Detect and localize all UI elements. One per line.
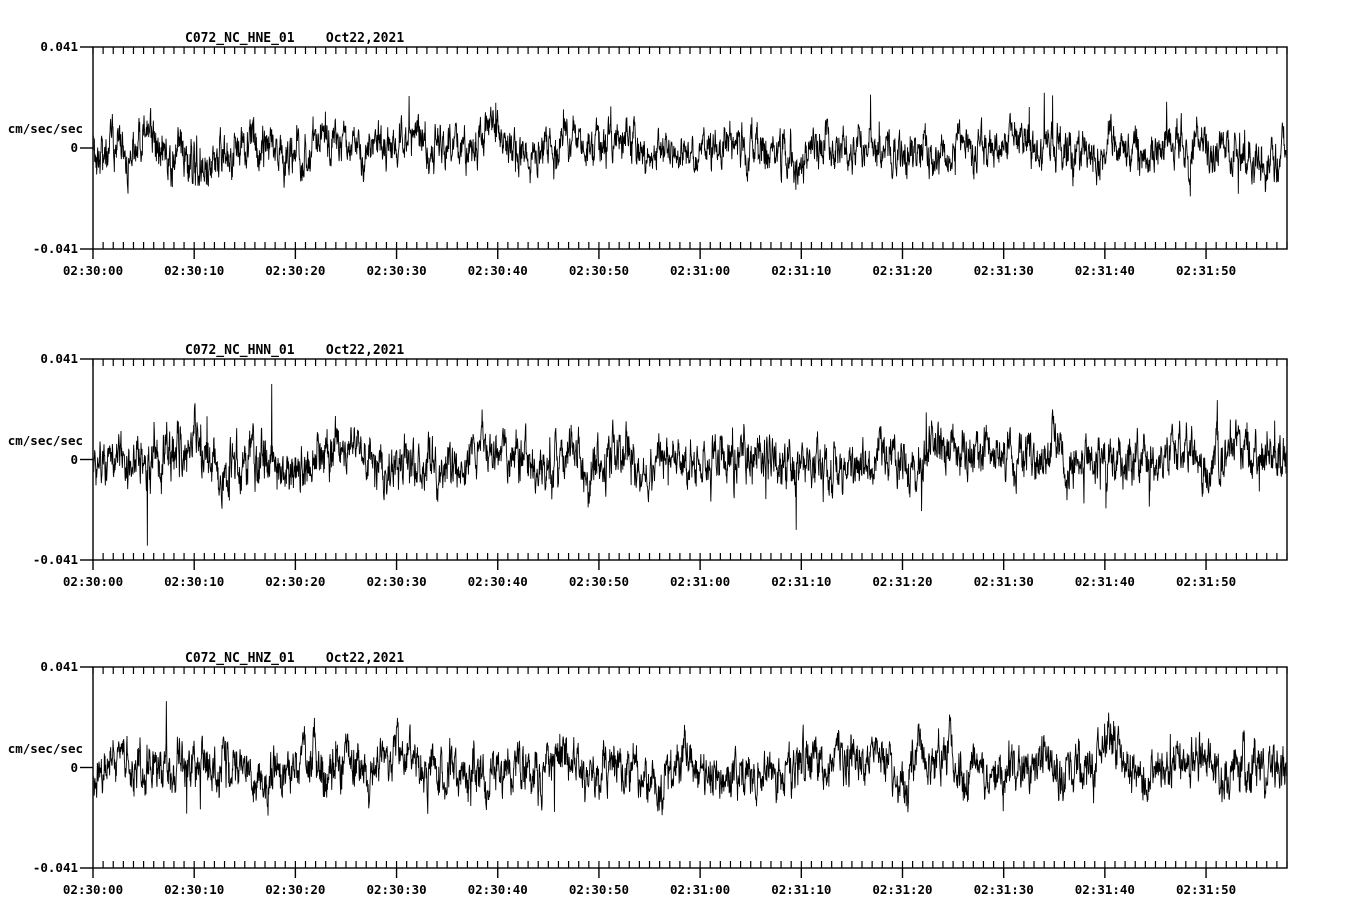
y-tick-label-zero: 0 — [70, 140, 78, 155]
plot-frame — [92, 666, 1288, 869]
x-tick-label: 02:31:30 — [973, 574, 1034, 589]
x-tick-label: 02:31:30 — [973, 263, 1034, 278]
x-tick-label: 02:31:10 — [771, 882, 832, 897]
x-tick-label: 02:31:00 — [670, 574, 731, 589]
x-tick-label: 02:31:00 — [670, 263, 731, 278]
x-tick-label: 02:31:00 — [670, 882, 731, 897]
x-tick-label: 02:30:20 — [265, 882, 326, 897]
x-tick-label: 02:31:40 — [1074, 574, 1135, 589]
x-tick-label: 02:31:50 — [1175, 263, 1237, 278]
panel-title: C072_NC_HNE_01 Oct22,2021 — [185, 31, 405, 46]
y-tick-label-zero: 0 — [70, 451, 78, 467]
x-tick-label: 02:31:20 — [872, 882, 933, 897]
y-axis-units-label: cm/sec/sec — [7, 432, 83, 448]
x-tick-label: 02:31:10 — [771, 574, 832, 589]
panel-title: C072_NC_HNN_01 Oct22,2021 — [185, 343, 405, 358]
waveform-trace — [93, 383, 1287, 546]
x-tick-label: 02:30:00 — [62, 882, 124, 897]
x-tick-label: 02:31:10 — [771, 263, 832, 278]
y-tick-label-min: -0.041 — [32, 552, 78, 567]
y-tick-label-max: 0.041 — [40, 659, 78, 674]
x-tick-label: 02:31:20 — [872, 574, 933, 589]
x-tick-label: 02:31:50 — [1175, 574, 1237, 589]
plot-frame — [92, 46, 1288, 250]
x-tick-label: 02:30:40 — [467, 574, 528, 589]
plot-group — [80, 46, 1288, 259]
y-tick-label-zero: 0 — [70, 759, 78, 775]
plot-group — [80, 358, 1288, 570]
x-tick-label: 02:30:20 — [265, 263, 326, 278]
x-tick-label: 02:30:10 — [164, 574, 225, 589]
x-tick-label: 02:31:30 — [973, 882, 1034, 897]
x-tick-label: 02:31:20 — [872, 263, 933, 278]
plot-frame — [92, 358, 1288, 561]
x-tick-label: 02:30:50 — [568, 574, 630, 589]
x-tick-label: 02:30:50 — [568, 882, 630, 897]
x-tick-label: 02:31:50 — [1175, 882, 1237, 897]
x-tick-label: 02:30:40 — [467, 882, 528, 897]
y-tick-label-min: -0.041 — [32, 860, 78, 875]
plot-group — [80, 666, 1288, 878]
x-tick-label: 02:31:40 — [1074, 263, 1135, 278]
y-tick-label-max: 0.041 — [40, 351, 78, 366]
x-tick-label: 02:30:10 — [164, 263, 225, 278]
y-axis-units-label: cm/sec/sec — [7, 740, 83, 756]
y-tick-label-max: 0.041 — [40, 39, 78, 54]
x-tick-label: 02:30:00 — [62, 574, 124, 589]
waveform-trace — [93, 92, 1287, 197]
y-axis-units-label: cm/sec/sec — [7, 121, 83, 136]
x-tick-label: 02:31:40 — [1074, 882, 1135, 897]
x-tick-label: 02:30:30 — [366, 263, 427, 278]
x-tick-label: 02:30:20 — [265, 574, 326, 589]
waveform-trace — [93, 701, 1287, 816]
panel-title: C072_NC_HNZ_01 Oct22,2021 — [185, 651, 405, 666]
y-tick-label-min: -0.041 — [32, 241, 78, 256]
x-tick-label: 02:30:40 — [467, 263, 528, 278]
x-tick-label: 02:30:30 — [366, 882, 427, 897]
x-tick-label: 02:30:00 — [62, 263, 124, 278]
x-tick-label: 02:30:50 — [568, 263, 630, 278]
x-tick-label: 02:30:10 — [164, 882, 225, 897]
x-tick-label: 02:30:30 — [366, 574, 427, 589]
